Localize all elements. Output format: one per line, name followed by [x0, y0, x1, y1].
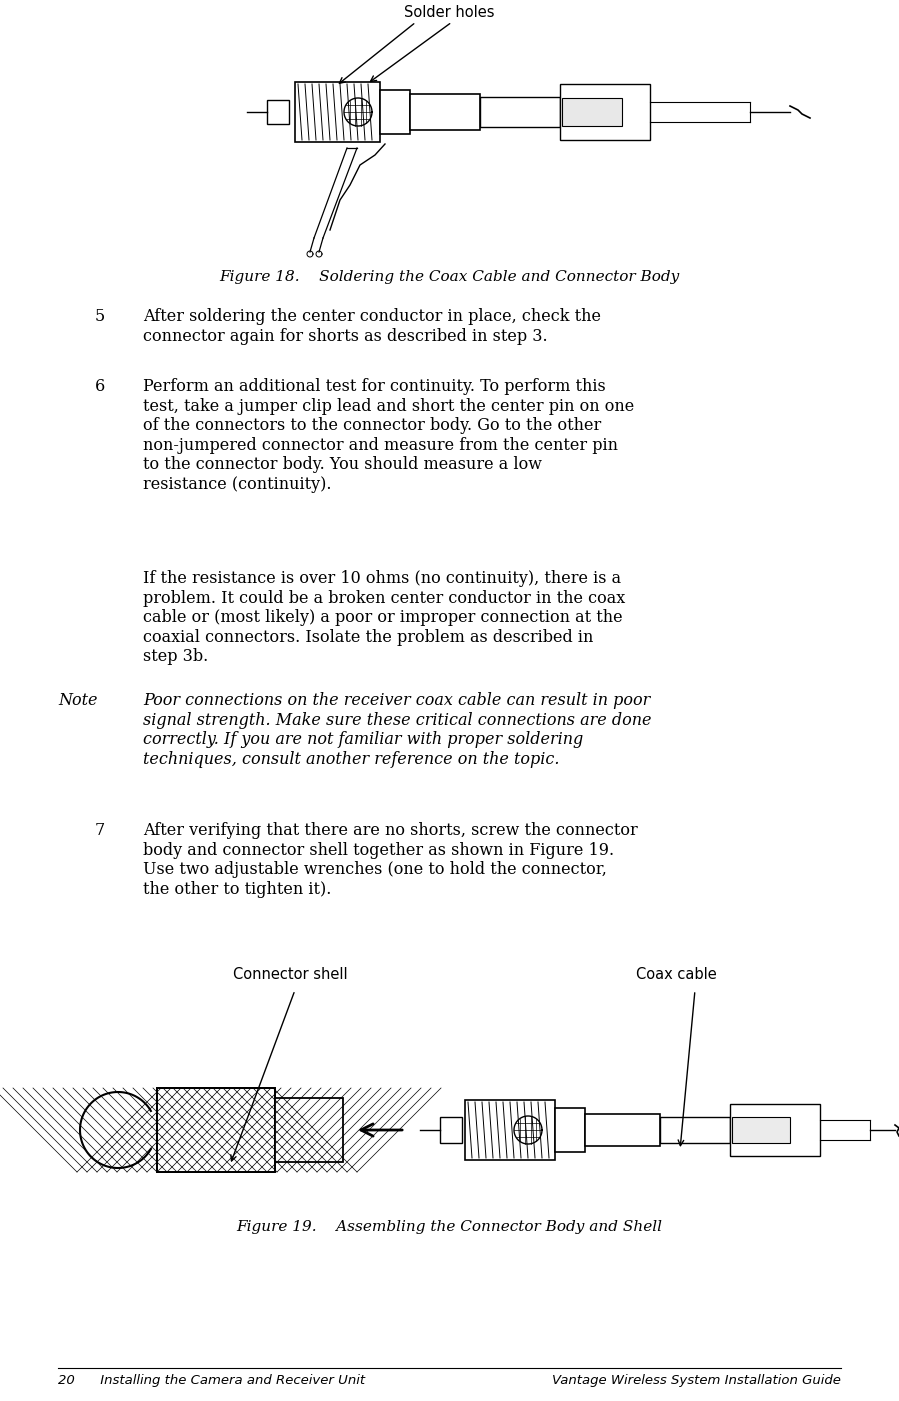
Bar: [157, 1089, 275, 1173]
Text: Coax cable: Coax cable: [636, 967, 717, 982]
Bar: [267, 99, 289, 125]
Bar: [660, 1117, 730, 1143]
Text: Note: Note: [58, 692, 97, 709]
Bar: [275, 1098, 343, 1161]
Text: If the resistance is over 10 ohms (no continuity), there is a
problem. It could : If the resistance is over 10 ohms (no co…: [143, 570, 625, 665]
Text: Perform an additional test for continuity. To perform this
test, take a jumper c: Perform an additional test for continuit…: [143, 378, 635, 493]
Bar: [157, 1089, 275, 1173]
Text: After verifying that there are no shorts, screw the connector
body and connector: After verifying that there are no shorts…: [143, 822, 637, 898]
Bar: [410, 94, 480, 130]
Text: Connector shell: Connector shell: [233, 967, 348, 982]
Text: Figure 18.    Soldering the Coax Cable and Connector Body: Figure 18. Soldering the Coax Cable and …: [218, 270, 679, 284]
Text: Figure 19.    Assembling the Connector Body and Shell: Figure 19. Assembling the Connector Body…: [236, 1220, 662, 1234]
Text: 6: 6: [94, 378, 105, 395]
Bar: [730, 1104, 820, 1156]
Text: Poor connections on the receiver coax cable can result in poor
signal strength. : Poor connections on the receiver coax ca…: [143, 692, 652, 768]
Text: 5: 5: [94, 308, 105, 325]
Text: After soldering the center conductor in place, check the
connector again for sho: After soldering the center conductor in …: [143, 308, 601, 345]
Text: 20      Installing the Camera and Receiver Unit: 20 Installing the Camera and Receiver Un…: [58, 1374, 365, 1387]
Bar: [380, 90, 410, 134]
Bar: [562, 98, 622, 126]
Bar: [440, 1117, 462, 1143]
Bar: [560, 84, 650, 140]
Bar: [555, 1108, 585, 1152]
Text: 7: 7: [94, 822, 105, 839]
Bar: [295, 83, 380, 142]
Bar: [480, 97, 560, 127]
Bar: [732, 1117, 790, 1143]
Bar: [465, 1100, 555, 1160]
Bar: [585, 1114, 660, 1146]
Text: Solder holes: Solder holes: [404, 6, 494, 20]
Text: Vantage Wireless System Installation Guide: Vantage Wireless System Installation Gui…: [552, 1374, 841, 1387]
